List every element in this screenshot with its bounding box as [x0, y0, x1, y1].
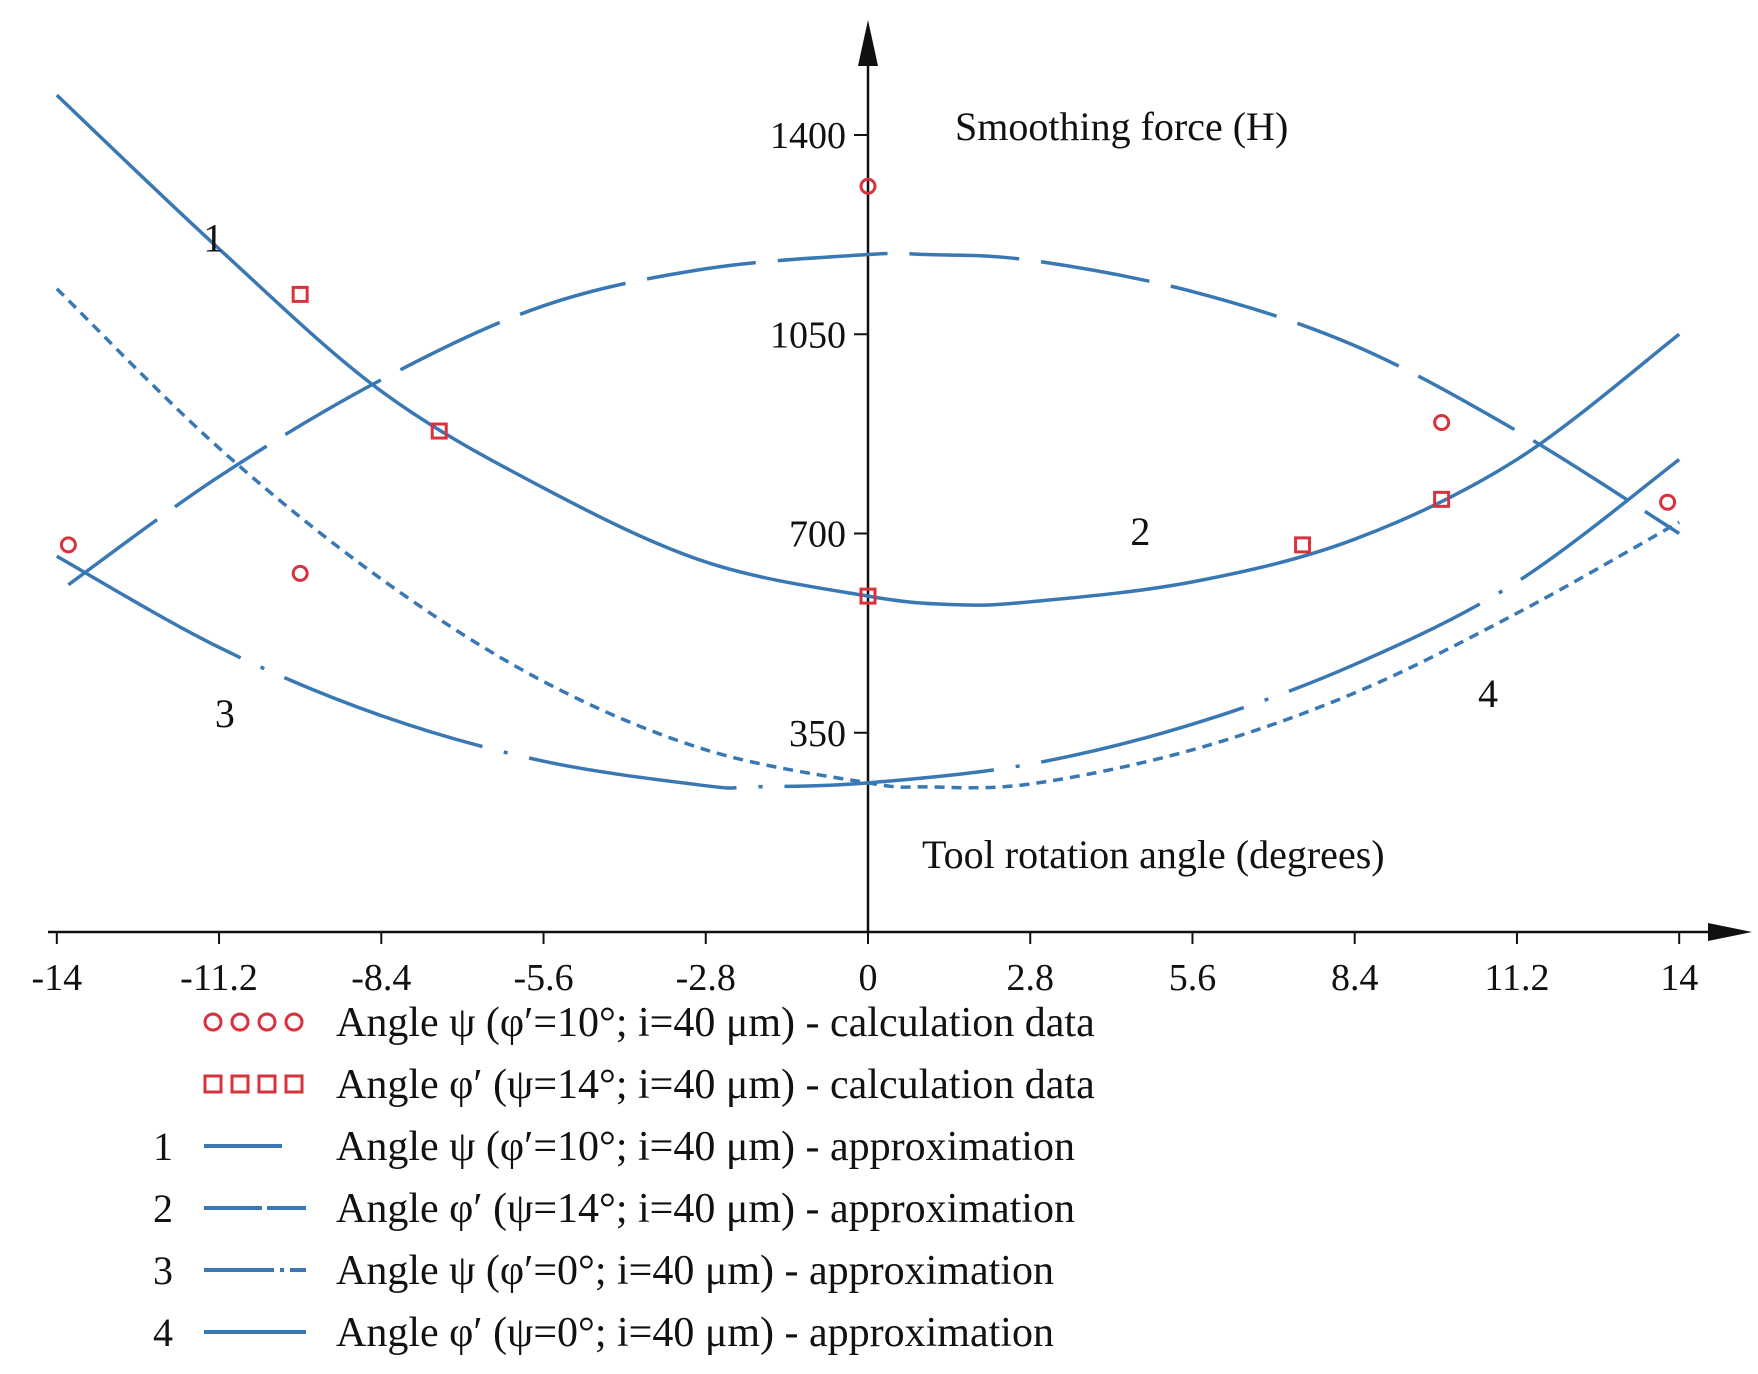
x-axis-title: Tool rotation angle (degrees)	[922, 832, 1385, 877]
circle-data-point	[291, 564, 309, 582]
square-data-point	[859, 587, 877, 605]
legend-number: 4	[153, 1310, 173, 1355]
x-axis-arrow	[1708, 923, 1752, 941]
legend-circle-marker	[257, 1012, 277, 1032]
legend-number: 3	[153, 1248, 173, 1293]
legend-row: Angle ψ (φ′=10°; i=40 μm) - calculation …	[203, 1000, 1095, 1046]
axes: -14 -11.2 -8.4 -5.6 -2.8 0 2.8 5.6 8.4 11.2 143507…	[31, 20, 1752, 999]
legend-circle-marker	[230, 1012, 250, 1032]
x-tick-label: 8.4	[1331, 957, 1379, 999]
y-tick-label: 1400	[770, 115, 846, 157]
curves	[55, 93, 1681, 790]
curve-label-4: 4	[1478, 671, 1498, 716]
legend-square-marker	[257, 1074, 277, 1094]
legend-number: 2	[153, 1186, 173, 1231]
x-tick-label: 11.2	[1484, 957, 1549, 999]
y-axis-arrow	[858, 20, 878, 66]
legend-square-marker	[230, 1074, 250, 1094]
legend-label: Angle ψ (φ′=10°; i=40 μm) - calculation …	[336, 1000, 1095, 1046]
legend-label: Angle φ′ (ψ=14°; i=40 μm) - approximatio…	[336, 1186, 1075, 1232]
legend-row: 3 Angle ψ (φ′=0°; i=40 μm) - approximatio…	[153, 1248, 1054, 1294]
legend-label: Angle ψ (φ′=10°; i=40 μm) - approximatio…	[336, 1124, 1075, 1170]
x-tick-label: -8.4	[351, 957, 411, 999]
x-tick-label: 2.8	[1006, 957, 1054, 999]
legend-row: 2 Angle φ′ (ψ=14°; i=40 μm) - approximati…	[153, 1186, 1075, 1232]
curve-labels: 1 2 3 4	[203, 216, 1498, 736]
circle-data-point	[1433, 413, 1451, 431]
x-tick-label: 0	[859, 957, 878, 999]
y-axis-title: Smoothing force (H)	[955, 104, 1288, 149]
curve-2	[55, 93, 1681, 607]
legend-label: Angle φ′ (ψ=14°; i=40 μm) - calculation …	[336, 1062, 1095, 1108]
curve-3	[55, 458, 1681, 790]
square-data-point	[1294, 536, 1312, 554]
legend-circle-marker	[284, 1012, 304, 1032]
legend-label: Angle ψ (φ′=0°; i=40 μm) - approximation	[336, 1248, 1054, 1294]
x-tick-label: 5.6	[1169, 957, 1217, 999]
x-tick-label: -5.6	[513, 957, 573, 999]
legend-square-marker	[203, 1074, 223, 1094]
y-tick-label: 700	[789, 514, 846, 556]
x-tick-label: -2.8	[676, 957, 736, 999]
square-data-point	[291, 285, 309, 303]
square-data-point	[1433, 490, 1451, 508]
x-tick-label: 14	[1660, 957, 1698, 999]
curve-label-3: 3	[215, 691, 235, 736]
data-markers	[59, 177, 1677, 605]
legend-square-marker	[284, 1074, 304, 1094]
curve-1	[67, 251, 1681, 587]
circle-data-point	[859, 177, 877, 195]
curve-label-1: 1	[203, 216, 223, 261]
y-tick-label: 1050	[770, 314, 846, 356]
y-tick-label: 350	[789, 713, 846, 755]
legend-number: 1	[153, 1124, 173, 1169]
x-tick-label: -11.2	[180, 957, 258, 999]
legend-row: 4 Angle φ′ (ψ=0°; i=40 μm) - approximatio…	[153, 1310, 1054, 1356]
curve-label-2: 2	[1130, 509, 1150, 554]
legend-label: Angle φ′ (ψ=0°; i=40 μm) - approximation	[336, 1310, 1054, 1356]
legend: Angle ψ (φ′=10°; i=40 μm) - calculation …	[153, 1000, 1095, 1356]
circle-data-point	[59, 536, 77, 554]
x-tick-label: -14	[31, 957, 82, 999]
legend-row: 1 Angle ψ (φ′=10°; i=40 μm) - approximati…	[153, 1124, 1075, 1170]
circle-data-point	[1659, 493, 1677, 511]
legend-row: Angle φ′ (ψ=14°; i=40 μm) - calculation …	[203, 1062, 1095, 1108]
legend-circle-marker	[203, 1012, 223, 1032]
square-data-point	[430, 422, 448, 440]
